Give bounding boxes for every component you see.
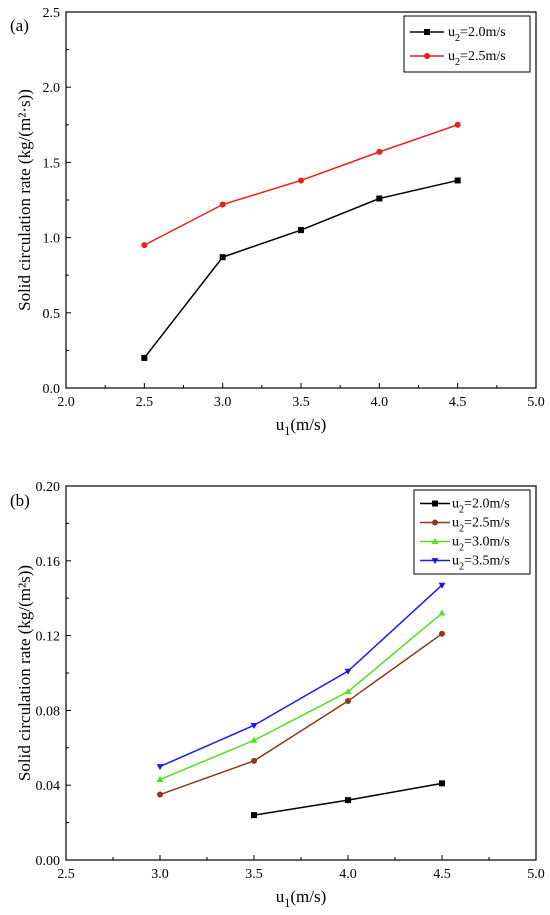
legend-box: [403, 15, 531, 73]
panel-label: (b): [10, 491, 30, 510]
data-point: [156, 775, 164, 782]
x-tick-label: 3.0: [151, 867, 169, 882]
x-tick-label: 2.0: [57, 395, 75, 410]
legend: u2=2.0m/s u2=2.5m/s: [403, 15, 531, 73]
y-tick-label: 0.20: [36, 480, 61, 495]
panel-label: (a): [10, 16, 29, 35]
series-line: [143, 124, 458, 246]
y-tick-label: 0.12: [36, 630, 61, 645]
series-2: [156, 609, 446, 782]
y-axis-label: Solid circulation rate (kg/(m²s)): [15, 565, 34, 781]
legend-marker: [432, 500, 438, 507]
data-point: [298, 177, 304, 184]
data-point: [439, 630, 445, 637]
y-tick-label: 2.5: [43, 6, 61, 21]
data-point: [298, 227, 304, 234]
y-axis-label: Solid circulation rate (kg/(m²·s)): [15, 89, 34, 311]
data-point: [438, 582, 446, 589]
x-axis-label: u1(m/s): [276, 887, 327, 910]
x-tick-label: 4.0: [371, 395, 389, 410]
x-tick-label: 5.0: [527, 395, 545, 410]
x-tick-label: 4.5: [449, 395, 467, 410]
series-line: [159, 584, 443, 768]
y-tick-label: 1.0: [43, 232, 61, 247]
series-1: [157, 630, 445, 798]
data-point: [454, 177, 461, 184]
data-point: [438, 609, 446, 616]
series-line: [159, 612, 443, 781]
data-point: [219, 254, 226, 261]
legend-marker: [432, 519, 438, 526]
y-tick-label: 0.0: [43, 382, 61, 397]
y-tick-label: 0.04: [36, 779, 61, 794]
legend-marker: [424, 53, 430, 59]
series-0: [251, 780, 445, 819]
series-0: [141, 177, 461, 361]
data-point: [376, 195, 383, 202]
y-tick-label: 0.00: [36, 854, 61, 869]
data-point: [157, 791, 163, 798]
data-point: [251, 812, 257, 819]
data-point: [376, 148, 383, 155]
x-tick-label: 2.5: [136, 395, 154, 410]
y-tick-label: 0.5: [43, 307, 61, 322]
data-point: [439, 780, 445, 787]
data-point: [344, 668, 352, 675]
data-point: [345, 797, 351, 804]
data-point: [250, 736, 258, 743]
data-point: [219, 201, 226, 208]
legend-marker: [431, 537, 439, 544]
series-3: [156, 582, 446, 771]
legend-label: u2=3.0m/s: [452, 535, 510, 554]
x-tick-label: 5.0: [527, 867, 545, 882]
x-axis-label: u1(m/s): [276, 415, 327, 438]
x-tick-label: 3.0: [214, 395, 232, 410]
data-point: [141, 354, 148, 361]
x-tick-label: 3.5: [292, 395, 310, 410]
x-tick-label: 3.5: [245, 867, 263, 882]
legend-label: u2=2.0m/s: [452, 497, 510, 516]
data-point: [344, 688, 352, 695]
y-tick-label: 0.16: [36, 555, 61, 570]
y-tick-label: 2.0: [43, 81, 61, 96]
data-point: [345, 698, 351, 705]
data-point: [156, 764, 164, 771]
series-line: [159, 633, 443, 796]
legend-label: u2=2.5m/s: [452, 516, 510, 535]
data-point: [454, 121, 461, 128]
legend: u2=2.0m/su2=2.5m/su2=3.0m/su2=3.5m/s: [413, 489, 531, 575]
legend-label: u2=2.0m/s: [448, 25, 506, 44]
legend-marker: [424, 29, 430, 35]
y-tick-label: 1.5: [43, 156, 61, 171]
x-tick-label: 4.0: [339, 867, 357, 882]
series-line: [143, 179, 458, 359]
data-point: [251, 757, 257, 764]
legend-label: u2=2.5m/s: [448, 49, 506, 68]
chart-panel-a: 2.0 2.5 3.0 3.5 4.0 4.5 5.0 0.0 0.5 1.0 1.5 2.0 2.5 (…: [10, 6, 545, 438]
data-point: [250, 722, 258, 729]
data-point: [141, 242, 148, 249]
series-1: [141, 121, 461, 249]
chart-panel-b: 2.5 3.0 3.5 4.0 4.5 5.0 0.00 0.04 0.08 0.12 0.16 0.…: [10, 480, 545, 910]
x-tick-label: 2.5: [57, 867, 75, 882]
y-tick-label: 0.08: [36, 704, 61, 719]
x-tick-label: 4.5: [433, 867, 451, 882]
legend-marker: [431, 558, 439, 565]
legend-label: u2=3.5m/s: [452, 554, 510, 573]
